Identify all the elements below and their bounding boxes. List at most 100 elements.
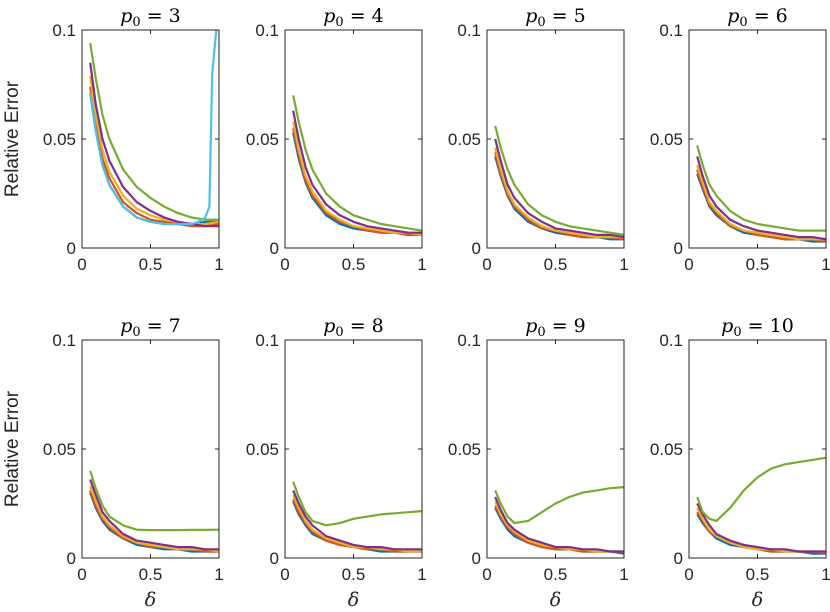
x-tick-label: 0.5: [139, 255, 163, 274]
x-tick-label: 1: [619, 255, 628, 274]
x-tick-label: 0.5: [746, 255, 770, 274]
x-tick-label: 0: [77, 255, 86, 274]
panel: 0 0.5 1 0 0.05 0.1 p0 = 3: [43, 5, 224, 274]
x-axis-label: δ: [145, 589, 156, 611]
y-tick-label: 0.1: [52, 21, 76, 40]
plot-area: [487, 30, 624, 248]
x-tick-label: 0: [482, 255, 491, 274]
series-line-s4: [494, 496, 624, 553]
y-tick-label: 0: [472, 549, 481, 568]
series-line-s3: [89, 485, 219, 553]
series-line-s3: [696, 164, 826, 241]
series-line-s5: [292, 481, 422, 527]
series-group: [89, 29, 219, 228]
panel: 0 0.5 1 0 0.05 0.1 p0 = 10 δ: [650, 315, 830, 611]
y-tick-label: 0: [67, 549, 76, 568]
series-line-s5: [696, 145, 826, 232]
x-tick-label: 1: [619, 565, 628, 584]
y-tick-label: 0.1: [457, 331, 481, 350]
series-line-s4: [292, 110, 422, 234]
x-tick-label: 0: [280, 565, 289, 584]
y-axis-label-text: Relative Error: [2, 80, 23, 197]
y-tick-label: 0.1: [255, 331, 279, 350]
x-tick-label: 0.5: [342, 255, 366, 274]
x-tick-label: 1: [214, 255, 223, 274]
panel: 0 0.5 1 0 0.05 0.1 p0 = 4: [246, 5, 427, 274]
plot-area: [285, 30, 422, 248]
y-axis-label-text: Relative Error: [2, 390, 23, 507]
series-group: [494, 486, 624, 555]
series-group: [292, 481, 422, 553]
plot-area: [487, 340, 624, 558]
panel: 0 0.5 1 0 0.05 0.1 p0 = 6: [650, 5, 830, 274]
x-tick-label: 0.5: [746, 565, 770, 584]
x-tick-label: 0: [482, 565, 491, 584]
x-tick-label: 1: [821, 565, 830, 584]
y-axis-label-bottom-row: Relative Error: [2, 390, 23, 507]
y-tick-label: 0: [67, 239, 76, 258]
panel-title: p0 = 3: [120, 5, 181, 30]
series-group: [89, 470, 219, 553]
y-tick-label: 0.1: [52, 331, 76, 350]
series-line-s4: [696, 156, 826, 241]
x-tick-label: 1: [417, 255, 426, 274]
series-line-s2: [89, 86, 219, 228]
series-line-s3: [494, 147, 624, 239]
y-tick-label: 0.05: [246, 440, 279, 459]
y-axis-label-top-row: Relative Error: [2, 80, 23, 197]
series-line-s6: [89, 29, 218, 226]
plot-area: [285, 340, 422, 558]
y-tick-label: 0: [674, 239, 683, 258]
x-axis-label: δ: [752, 589, 763, 611]
series-line-s5: [292, 95, 422, 232]
y-tick-label: 0.1: [659, 21, 683, 40]
x-tick-label: 0.5: [544, 565, 568, 584]
series-line-s4: [494, 138, 624, 239]
y-tick-label: 0.1: [659, 331, 683, 350]
panel: 0 0.5 1 0 0.05 0.1 p0 = 9 δ: [448, 315, 629, 611]
y-tick-label: 0.05: [650, 130, 683, 149]
series-line-s4: [696, 503, 826, 553]
panel-title: p0 = 9: [525, 315, 586, 340]
plot-area: [689, 30, 826, 248]
panel-title: p0 = 5: [525, 5, 586, 30]
panel-title: p0 = 4: [323, 5, 384, 30]
x-tick-label: 0: [684, 255, 693, 274]
y-tick-label: 0.05: [448, 130, 481, 149]
y-tick-label: 0: [270, 549, 279, 568]
x-tick-label: 0: [684, 565, 693, 584]
small-multiples-grid: 0 0.5 100.050.1p0 = 30 0.5 100.050.1p0 = 40 0…: [43, 5, 830, 611]
y-tick-label: 0.05: [448, 440, 481, 459]
series-line-s5: [696, 456, 826, 523]
panel: 0 0.5 1 0 0.05 0.1 p0 = 7 δ: [43, 315, 224, 611]
series-line-s5: [89, 42, 219, 221]
x-axis-label: δ: [550, 589, 561, 611]
y-tick-label: 0.05: [246, 130, 279, 149]
series-line-s5: [494, 486, 624, 525]
x-tick-label: 0.5: [544, 255, 568, 274]
panel-title: p0 = 6: [727, 5, 788, 30]
series-group: [696, 456, 826, 555]
y-tick-label: 0.1: [457, 21, 481, 40]
panel: 0 0.5 1 0 0.05 0.1 p0 = 8 δ: [246, 315, 427, 611]
series-line-s5: [89, 470, 219, 532]
series-group: [494, 125, 624, 241]
plot-area: [82, 340, 219, 558]
x-tick-label: 1: [214, 565, 223, 584]
y-tick-label: 0: [472, 239, 481, 258]
plot-area: [689, 340, 826, 558]
panel-title: p0 = 7: [120, 315, 181, 340]
x-tick-label: 0: [77, 565, 86, 584]
panel-title: p0 = 10: [721, 315, 794, 340]
x-axis-label: δ: [348, 589, 359, 611]
x-tick-label: 0.5: [342, 565, 366, 584]
series-group: [696, 145, 826, 243]
series-line-s4: [292, 489, 422, 551]
x-tick-label: 1: [417, 565, 426, 584]
series-line-s5: [494, 125, 624, 236]
series-group: [292, 95, 422, 236]
x-tick-label: 1: [821, 255, 830, 274]
series-line-s3: [292, 121, 422, 236]
panel-title: p0 = 8: [323, 315, 384, 340]
